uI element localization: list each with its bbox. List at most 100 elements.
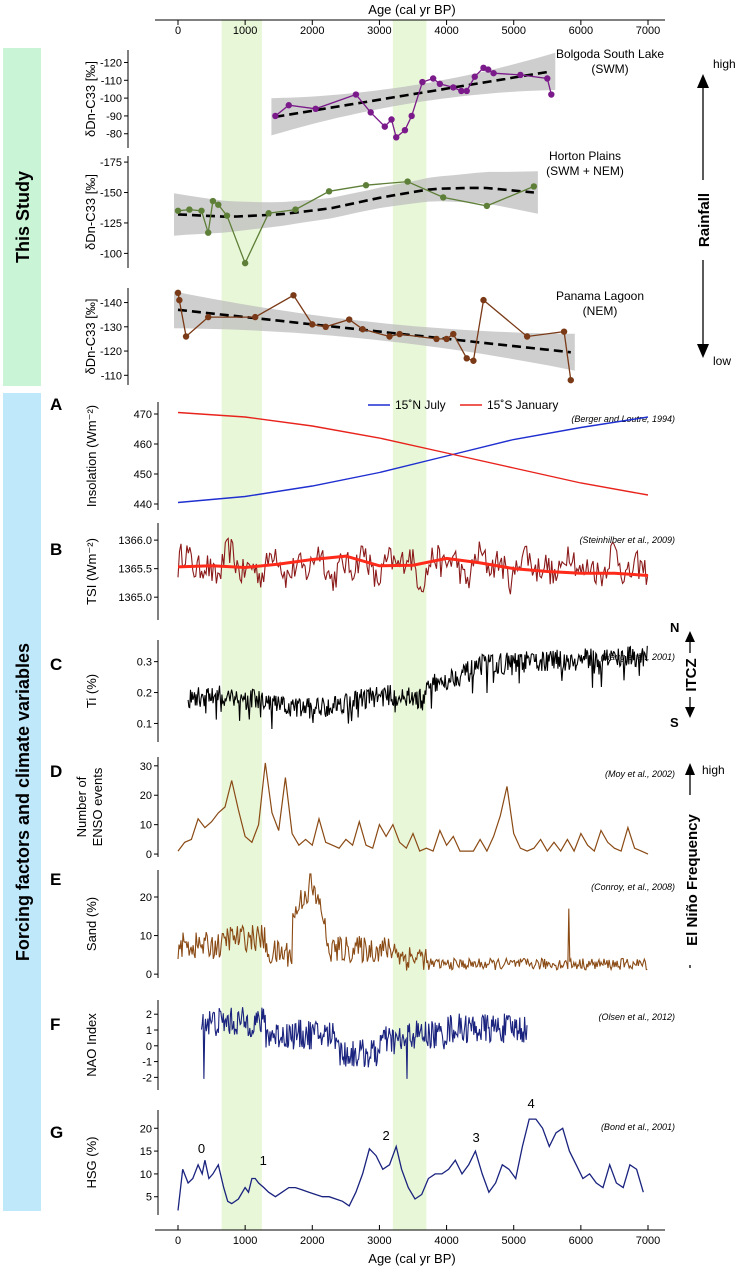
itcz-label: ITCZ [683,658,700,691]
horton-ytick-label: -150 [100,188,122,200]
insolation-source: (Berger and Loutre, 1994) [571,414,675,424]
enso-ytick-label: 10 [140,820,152,832]
enso-source: (Moy et al., 2002) [605,769,675,779]
horton-point [215,201,222,208]
bolgoda-point [450,84,457,91]
panama-point [443,335,450,343]
bolgoda-point [463,87,470,95]
legend-label-1: 15˚S January [487,398,558,412]
hsg-ytick-label: 5 [146,1192,152,1204]
enso-ylabel-line: ENSO events [90,767,105,846]
insolation-ytick-label: 450 [134,469,152,481]
panama-point [567,376,574,384]
panama-point [359,326,366,333]
rainfall-label: Rainfall [696,193,713,247]
insolation-ytick-label: 470 [134,409,152,421]
insolation-ylabel: Insolation (Wm⁻²) [84,405,99,507]
tsi-ytick-label: 1365.5 [118,564,152,576]
insolation-panel: 440 450 460 470 Insolation (Wm⁻²) A (Berger an… [50,395,675,511]
top-axis-label: Age (cal yr BP) [368,2,455,17]
sand-ytick-label: 10 [140,931,152,943]
bolgoda-ylabel: δDn-C33 [‰] [83,61,98,137]
bolgoda-point [388,116,395,123]
horton-ytick-label: -125 [100,218,122,230]
bolgoda-point [408,112,415,120]
sand-panel: 0 10 20 Sand (%) E (Conroy, et al., 2008) [50,870,675,981]
nao-ytick-label: -1 [142,1057,152,1069]
horton-point [362,182,370,189]
bolgoda-point [401,126,409,134]
forcing-bar [3,393,41,1211]
horton-ylabel: δDn-C33 [‰] [83,174,98,250]
itcz-indicator: ITCZ N S [670,620,700,730]
bolgoda-point [381,123,388,130]
bolgoda-ytick-label: -100 [100,93,122,105]
top-tick-label-3000: 3000 [367,25,391,37]
bolgoda-point [272,112,279,120]
hsg-ylabel: HSG (%) [84,1137,99,1189]
ti-panel: 0.10.20.3Ti (%)C (Haug et al., 2001) [50,640,675,742]
itcz-south: S [670,715,679,730]
panama-point [322,323,329,330]
nao-ytick-label: 0 [146,1041,152,1053]
forcing-label: Forcing factors and climate variables [13,643,33,961]
panama-point [470,357,477,364]
horton-point [198,207,205,214]
nao-panel: -2 -1 0 1 2 NAO Index F (Olsen et al., 2012) [50,1000,675,1090]
top-tick-label-5000: 5000 [501,25,525,37]
bottom-tick-label-4000: 4000 [434,1235,458,1247]
horton-series-line [177,180,535,265]
insolation-series-0 [177,416,649,504]
horton-point [223,212,231,219]
rainfall-low: low [713,354,731,368]
top-tick-label-2000: 2000 [300,25,324,37]
insolation-series-1 [177,411,649,496]
bond-event-1: 1 [260,1153,267,1168]
horton-point [265,210,272,217]
horton-point [205,229,212,236]
panama-point [560,328,568,335]
tsi-ylabel: TSI (Wm⁻²) [84,538,99,605]
hsg-ytick-label: 15 [140,1146,152,1158]
panama-point [176,296,183,304]
bolgoda-point [352,91,360,98]
tsi-source: (Steinhilber et al., 2009) [579,535,675,545]
horton-point [440,194,447,201]
horton-ytick-label: -175 [100,157,122,169]
bottom-tick-label-2000: 2000 [300,1235,324,1247]
horton-subtitle: (SWM + NEM) [546,164,624,178]
itcz-up-arrow-icon [685,631,695,642]
horton-trend-line [177,186,535,219]
tsi-raw-line [177,537,649,595]
nao-ytick-label: -2 [142,1072,152,1084]
panama-trend-line [177,308,571,354]
bond-event-2: 2 [383,1128,390,1143]
panama-point [433,335,440,343]
nao-ylabel: NAO Index [84,1013,99,1077]
bottom-tick-label-0: 0 [175,1235,181,1247]
tsi-panel-letter: B [50,540,62,559]
panama-point [346,316,353,323]
bolgoda-subtitle: (SWM) [591,62,628,76]
panama-ylabel: δDn-C33 [‰] [83,299,98,375]
sand-ytick-label: 20 [140,892,152,904]
bottom-tick-label-5000: 5000 [501,1235,525,1247]
horton-point [292,206,299,213]
bolgoda-ytick-label: -90 [106,111,122,123]
bolgoda-point [367,109,374,116]
bond-event-4: 4 [528,1096,535,1111]
top-tick-label-7000: 7000 [636,25,660,37]
sand-ylabel: Sand (%) [84,897,99,951]
top-tick-label-4000: 4000 [434,25,458,37]
horton-point [209,197,217,205]
panama-point [450,330,457,338]
horton-point [325,188,333,195]
panama-ytick-label: -140 [100,298,122,310]
top-tick-label-6000: 6000 [569,25,593,37]
bolgoda-point [548,91,555,98]
tsi-panel: 1365.0 1365.5 1366.0 TSI (Wm⁻²) B (Steinhilbe… [50,523,675,620]
bolgoda-point [285,102,292,109]
elnino-high: high [702,763,725,777]
